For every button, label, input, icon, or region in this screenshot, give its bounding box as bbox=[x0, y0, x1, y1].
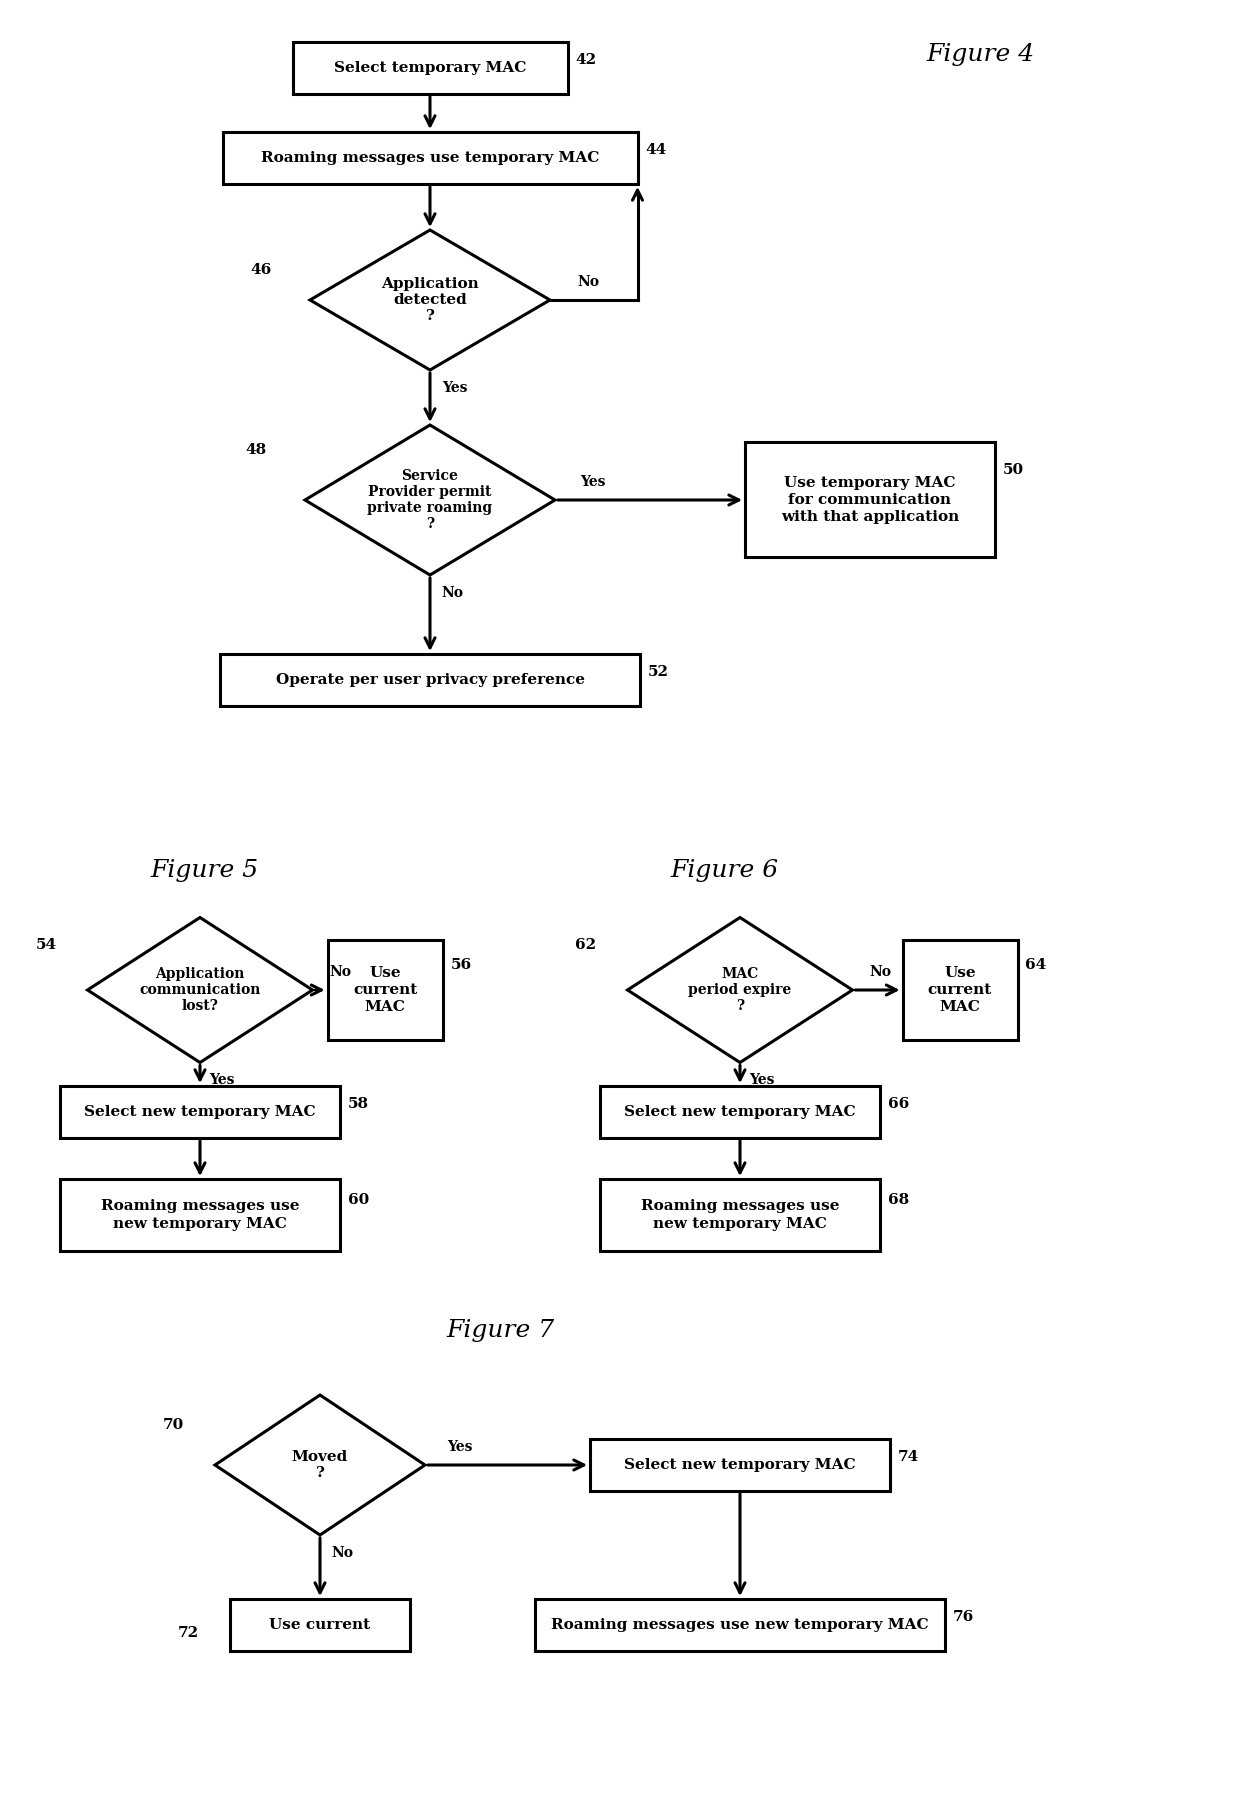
Text: 64: 64 bbox=[1025, 958, 1047, 972]
Bar bbox=[327, 940, 443, 1041]
Text: 68: 68 bbox=[888, 1193, 909, 1207]
Polygon shape bbox=[310, 230, 551, 370]
Text: Figure 5: Figure 5 bbox=[150, 859, 258, 881]
Text: Select new temporary MAC: Select new temporary MAC bbox=[624, 1105, 856, 1119]
Polygon shape bbox=[627, 917, 853, 1062]
Text: 66: 66 bbox=[888, 1096, 909, 1110]
Text: Yes: Yes bbox=[580, 475, 606, 490]
Text: Figure 7: Figure 7 bbox=[446, 1319, 554, 1342]
Text: Use temporary MAC
for communication
with that application: Use temporary MAC for communication with… bbox=[781, 475, 959, 524]
Text: Figure 6: Figure 6 bbox=[670, 859, 779, 881]
Text: Use
current
MAC: Use current MAC bbox=[353, 965, 417, 1014]
Bar bbox=[222, 133, 637, 185]
Text: Yes: Yes bbox=[749, 1073, 775, 1087]
Text: Roaming messages use
new temporary MAC: Roaming messages use new temporary MAC bbox=[100, 1200, 299, 1231]
Text: 76: 76 bbox=[954, 1609, 975, 1624]
Text: Operate per user privacy preference: Operate per user privacy preference bbox=[275, 673, 584, 687]
Bar bbox=[600, 1085, 880, 1137]
Text: Use
current
MAC: Use current MAC bbox=[928, 965, 992, 1014]
Text: Use current: Use current bbox=[269, 1618, 371, 1633]
Text: Yes: Yes bbox=[443, 380, 467, 395]
Bar bbox=[219, 655, 640, 707]
Polygon shape bbox=[215, 1396, 425, 1536]
Text: 48: 48 bbox=[246, 443, 267, 457]
Text: No: No bbox=[577, 274, 599, 289]
Bar bbox=[534, 1598, 945, 1650]
Text: 42: 42 bbox=[575, 54, 596, 66]
Bar bbox=[293, 41, 568, 93]
Bar bbox=[229, 1598, 410, 1650]
Bar bbox=[600, 1179, 880, 1250]
Text: 70: 70 bbox=[162, 1417, 185, 1432]
Text: Select new temporary MAC: Select new temporary MAC bbox=[84, 1105, 316, 1119]
Text: No: No bbox=[441, 587, 463, 599]
Bar bbox=[590, 1439, 890, 1491]
Text: Yes: Yes bbox=[210, 1073, 234, 1087]
Polygon shape bbox=[305, 425, 556, 576]
Text: 52: 52 bbox=[649, 666, 670, 678]
Text: 60: 60 bbox=[348, 1193, 370, 1207]
Text: 74: 74 bbox=[898, 1450, 919, 1464]
Polygon shape bbox=[88, 917, 312, 1062]
Text: 72: 72 bbox=[179, 1625, 200, 1640]
Text: Select new temporary MAC: Select new temporary MAC bbox=[624, 1459, 856, 1473]
Text: Yes: Yes bbox=[448, 1441, 472, 1453]
Text: Roaming messages use
new temporary MAC: Roaming messages use new temporary MAC bbox=[641, 1200, 839, 1231]
Bar bbox=[903, 940, 1018, 1041]
Text: Application
detected
?: Application detected ? bbox=[381, 276, 479, 323]
Text: Roaming messages use new temporary MAC: Roaming messages use new temporary MAC bbox=[552, 1618, 929, 1633]
Text: 50: 50 bbox=[1003, 463, 1024, 477]
Text: Figure 4: Figure 4 bbox=[926, 43, 1034, 66]
Text: No: No bbox=[331, 1546, 353, 1561]
Text: 56: 56 bbox=[450, 958, 471, 972]
Text: MAC
period expire
?: MAC period expire ? bbox=[688, 967, 791, 1014]
Text: 44: 44 bbox=[646, 144, 667, 158]
Text: Select temporary MAC: Select temporary MAC bbox=[334, 61, 526, 75]
Text: 54: 54 bbox=[36, 938, 57, 953]
Text: 58: 58 bbox=[348, 1096, 370, 1110]
Text: Application
communication
lost?: Application communication lost? bbox=[139, 967, 260, 1014]
Bar bbox=[60, 1179, 340, 1250]
Text: Moved
?: Moved ? bbox=[291, 1450, 348, 1480]
Bar bbox=[745, 443, 994, 558]
Text: No: No bbox=[869, 965, 892, 980]
Bar bbox=[60, 1085, 340, 1137]
Text: Roaming messages use temporary MAC: Roaming messages use temporary MAC bbox=[260, 151, 599, 165]
Text: Service
Provider permit
private roaming
?: Service Provider permit private roaming … bbox=[367, 468, 492, 531]
Text: 62: 62 bbox=[575, 938, 596, 953]
Text: 46: 46 bbox=[250, 264, 272, 276]
Text: No: No bbox=[330, 965, 351, 980]
